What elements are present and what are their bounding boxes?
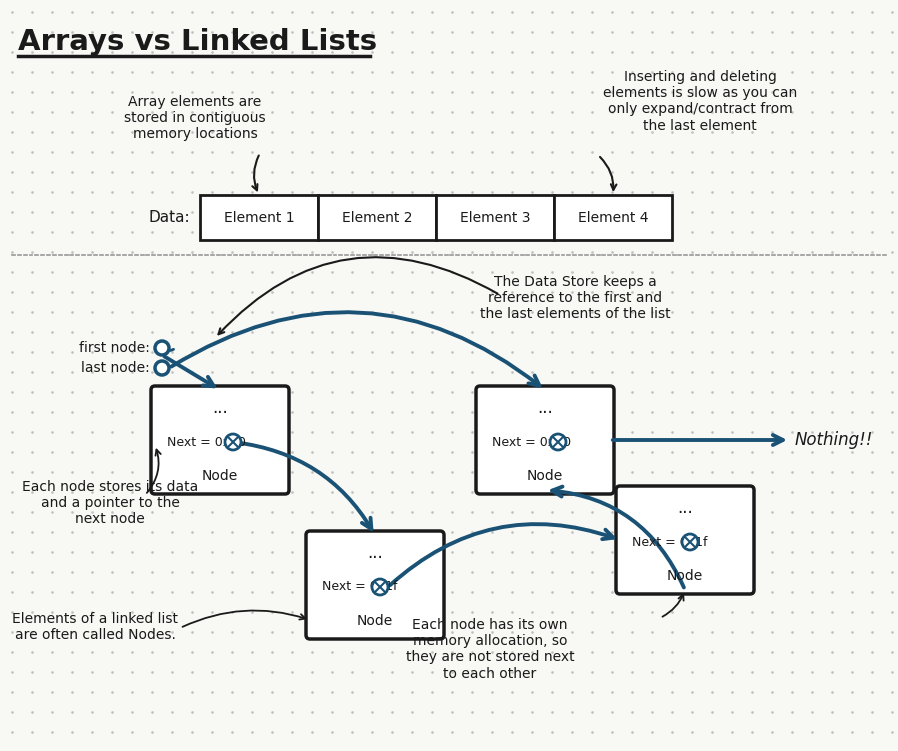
Text: ...: ... — [677, 499, 693, 517]
FancyBboxPatch shape — [200, 195, 318, 240]
Text: Each node has its own
memory allocation, so
they are not stored next
to each oth: Each node has its own memory allocation,… — [406, 618, 575, 680]
Circle shape — [225, 434, 241, 450]
Text: Element 4: Element 4 — [577, 210, 648, 225]
Text: Next = 0x1f: Next = 0x1f — [322, 581, 398, 593]
FancyBboxPatch shape — [476, 386, 614, 494]
Circle shape — [550, 434, 566, 450]
Text: last node:: last node: — [81, 361, 150, 375]
Text: Element 2: Element 2 — [342, 210, 412, 225]
FancyBboxPatch shape — [151, 386, 289, 494]
Text: Array elements are
stored in contiguous
memory locations: Array elements are stored in contiguous … — [124, 95, 266, 141]
Text: Node: Node — [667, 569, 703, 583]
FancyBboxPatch shape — [616, 486, 754, 594]
Text: Arrays vs Linked Lists: Arrays vs Linked Lists — [18, 28, 377, 56]
FancyBboxPatch shape — [554, 195, 672, 240]
Text: Node: Node — [527, 469, 563, 483]
Text: Next = 0x10: Next = 0x10 — [167, 436, 246, 448]
Text: ...: ... — [537, 399, 553, 417]
Text: Inserting and deleting
elements is slow as you can
only expand/contract from
the: Inserting and deleting elements is slow … — [603, 70, 797, 133]
Text: Node: Node — [202, 469, 238, 483]
Text: Next = 0x1f: Next = 0x1f — [632, 535, 708, 548]
Circle shape — [682, 534, 698, 550]
Text: Elements of a linked list
are often called Nodes.: Elements of a linked list are often call… — [12, 612, 178, 642]
Text: ...: ... — [212, 399, 228, 417]
Text: Nothing!!: Nothing!! — [795, 431, 874, 449]
Text: ...: ... — [367, 544, 383, 562]
FancyBboxPatch shape — [306, 531, 444, 639]
Text: first node:: first node: — [79, 341, 150, 355]
Text: Next = 0x00: Next = 0x00 — [492, 436, 571, 448]
Text: Data:: Data: — [148, 210, 190, 225]
Circle shape — [155, 361, 169, 375]
Text: Each node stores its data
and a pointer to the
next node: Each node stores its data and a pointer … — [22, 480, 198, 526]
FancyBboxPatch shape — [318, 195, 436, 240]
Text: Node: Node — [357, 614, 393, 628]
FancyBboxPatch shape — [436, 195, 554, 240]
Circle shape — [372, 579, 388, 595]
Text: The Data Store keeps a
reference to the first and
the last elements of the list: The Data Store keeps a reference to the … — [480, 275, 670, 321]
Text: Element 3: Element 3 — [460, 210, 530, 225]
Text: Element 1: Element 1 — [224, 210, 295, 225]
Circle shape — [155, 341, 169, 355]
